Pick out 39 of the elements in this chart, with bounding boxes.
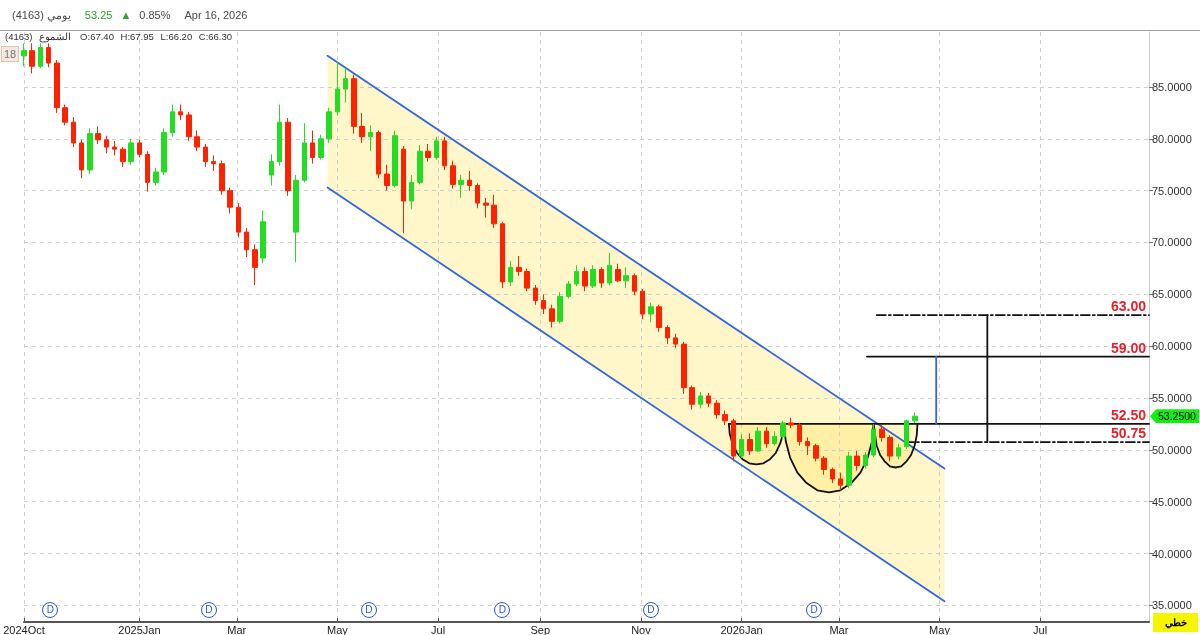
text: 53.2500 — [1150, 409, 1199, 424]
y-tick-label: 75.0000 — [1152, 184, 1192, 197]
circled-letter-icon: D — [806, 602, 823, 618]
circled-letter-icon: D — [360, 602, 377, 618]
y-tick-label: 55.0000 — [1152, 392, 1192, 405]
x-tick-label: 2025Jan — [118, 623, 161, 635]
y-tick-label: 80.0000 — [1152, 132, 1192, 145]
text: 18 — [1, 46, 20, 62]
circled-letter-icon: D — [200, 602, 217, 618]
annotation: 59.00 — [1110, 339, 1146, 356]
annotation: 50.75 — [1110, 425, 1146, 442]
x-tick-label: Mar — [227, 623, 247, 635]
annotation: O:67.40 H:67.95 L:66.20 C:66.30 — [80, 31, 233, 42]
chart-subtitle: 53.25 ▲ 0.85% — [84, 9, 171, 21]
annotation: (4163) الشموع — [5, 31, 72, 42]
x-tick-label: 2026Jan — [720, 623, 763, 635]
annotation: 63.00 — [1110, 298, 1146, 315]
x-tick-label: May — [929, 623, 951, 635]
x-tick-label: Jul — [1033, 623, 1048, 635]
y-tick-label: 85.0000 — [1152, 80, 1192, 93]
circled-letter-icon: D — [494, 602, 511, 618]
circled-letter-icon: D — [642, 602, 659, 618]
x-tick-label: Nov — [631, 623, 652, 635]
x-tick-label: Jul — [431, 623, 446, 635]
y-tick-label: 65.0000 — [1152, 288, 1192, 301]
annotation: 52.50 — [1110, 406, 1146, 423]
chart-title: (4163) يومي — [12, 8, 71, 22]
y-tick-label: 40.0000 — [1152, 547, 1192, 560]
x-tick-label: Mar — [829, 623, 849, 635]
y-tick-label: 45.0000 — [1152, 495, 1192, 508]
x-tick-label: Sep — [530, 623, 551, 635]
x-tick-label: May — [327, 623, 349, 635]
y-tick-label: 50.0000 — [1152, 443, 1192, 456]
y-tick-label: 35.0000 — [1152, 599, 1192, 612]
circled-letter-icon: D — [42, 602, 59, 618]
y-tick-label: 70.0000 — [1152, 236, 1192, 249]
x-tick-label: 2024Oct — [3, 623, 45, 635]
text: Apr 16, 2026 — [184, 9, 248, 21]
y-tick-label: 60.0000 — [1152, 340, 1192, 353]
